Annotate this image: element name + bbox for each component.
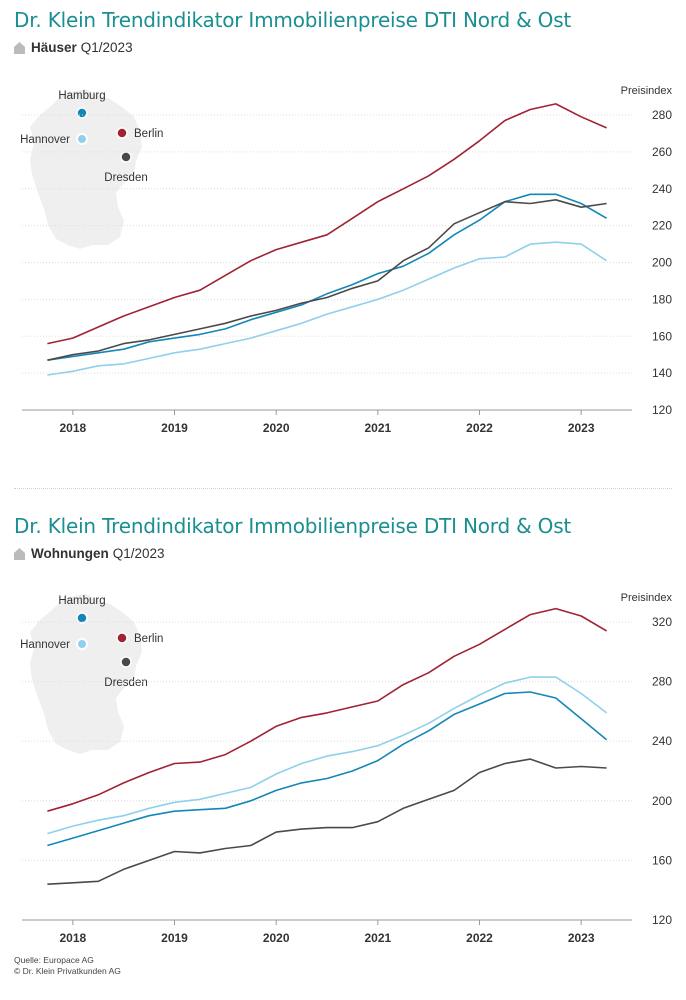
panel-divider <box>14 488 672 489</box>
y-tick-label: 160 <box>652 329 672 343</box>
x-tick-label: 2020 <box>263 421 290 435</box>
y-tick-label: 200 <box>652 256 672 270</box>
y-axis-label: Preisindex <box>621 592 673 604</box>
legend-label-hannover: Hannover <box>20 134 70 146</box>
y-tick-label: 240 <box>652 734 672 748</box>
series-line-dresden <box>47 758 607 885</box>
source-note: Quelle: Europace AG <box>14 955 94 965</box>
series-line-berlin <box>47 607 608 812</box>
y-tick-label: 200 <box>652 794 672 808</box>
copyright-note: © Dr. Klein Privatkunden AG <box>14 966 121 976</box>
y-tick-label: 140 <box>652 366 672 380</box>
series-line-hannover <box>47 676 608 835</box>
house-icon <box>14 41 25 54</box>
legend-dot-dresden <box>120 656 132 668</box>
germany-map-inset: Hamburg Berlin Hannover Dresden <box>20 594 163 754</box>
legend-label-hamburg: Hamburg <box>58 90 105 102</box>
y-tick-label: 260 <box>652 145 672 159</box>
y-tick-label: 160 <box>652 853 672 867</box>
x-tick-label: 2020 <box>263 931 290 945</box>
x-tick-label: 2021 <box>364 421 391 435</box>
x-tick-label: 2019 <box>161 421 188 435</box>
legend-dot-berlin <box>116 632 128 644</box>
x-tick-label: 2021 <box>364 931 391 945</box>
panel-2-subtitle: Wohnungen Q1/2023 <box>14 546 165 561</box>
x-tick-label: 2019 <box>161 931 188 945</box>
panel-2-subtitle-period: Q1/2023 <box>112 546 165 561</box>
germany-map-shape <box>30 594 142 754</box>
germany-map-inset: Hamburg Berlin Hannover Dresden <box>20 89 163 249</box>
legend-label-dresden: Dresden <box>104 677 147 689</box>
x-tick-label: 2018 <box>59 931 86 945</box>
y-tick-label: 120 <box>652 403 672 417</box>
legend-label-dresden: Dresden <box>104 172 147 184</box>
footer: Quelle: Europace AG © Dr. Klein Privatku… <box>14 955 121 977</box>
panel-2-title: Dr. Klein Trendindikator Immobilienpreis… <box>14 514 572 538</box>
legend-label-berlin: Berlin <box>134 128 163 140</box>
series-line-hannover <box>47 241 608 376</box>
y-tick-label: 120 <box>652 913 672 927</box>
legend-dot-hamburg <box>76 612 88 624</box>
x-tick-label: 2018 <box>59 421 86 435</box>
y-tick-label: 320 <box>652 615 672 629</box>
legend-dot-dresden <box>120 151 132 163</box>
y-tick-label: 280 <box>652 675 672 689</box>
legend-dot-hannover <box>76 133 88 145</box>
x-tick-label: 2022 <box>466 421 493 435</box>
legend-dot-berlin <box>116 127 128 139</box>
legend-label-berlin: Berlin <box>134 633 163 645</box>
legend-dot-hannover <box>76 638 88 650</box>
series-line-dresden <box>47 199 607 361</box>
legend-label-hamburg: Hamburg <box>58 595 105 607</box>
house-icon <box>14 547 25 560</box>
legend-label-hannover: Hannover <box>20 639 70 651</box>
chart-haeuser: Hamburg Berlin Hannover Dresden 120 140 160 180… <box>20 85 673 435</box>
x-tick-label: 2023 <box>568 421 595 435</box>
y-tick-label: 280 <box>652 108 672 122</box>
germany-map-shape <box>30 89 142 249</box>
y-tick-label: 240 <box>652 182 672 196</box>
y-tick-label: 180 <box>652 292 672 306</box>
panel-1-subtitle-bold: Häuser <box>31 40 77 55</box>
series-line-hamburg <box>47 691 608 847</box>
x-tick-label: 2022 <box>466 931 493 945</box>
y-axis-label: Preisindex <box>621 85 673 97</box>
panel-2-subtitle-bold: Wohnungen <box>31 546 109 561</box>
legend-dot-hamburg <box>76 107 88 119</box>
x-tick-label: 2023 <box>568 931 595 945</box>
panel-1-subtitle: Häuser Q1/2023 <box>14 40 133 55</box>
y-tick-label: 220 <box>652 219 672 233</box>
series-line-berlin <box>47 103 607 345</box>
series-line-hamburg <box>47 193 608 361</box>
panel-1-title: Dr. Klein Trendindikator Immobilienpreis… <box>14 8 572 32</box>
chart-wohnungen: Hamburg Berlin Hannover Dresden 120 160 200 240… <box>20 592 673 945</box>
panel-1-subtitle-period: Q1/2023 <box>80 40 133 55</box>
